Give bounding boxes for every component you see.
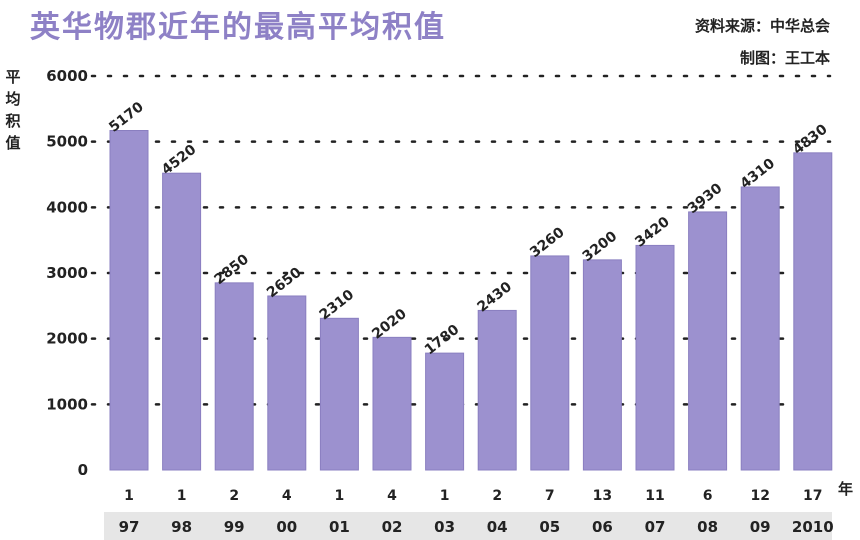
x-tick-label: 01 bbox=[329, 518, 350, 536]
y-tick-label: 4000 bbox=[46, 198, 88, 216]
x-rank-label: 2 bbox=[229, 488, 239, 504]
y-tick-label: 0 bbox=[78, 461, 88, 479]
x-axis-unit: 年 bbox=[838, 480, 854, 498]
x-rank-label: 13 bbox=[593, 488, 612, 504]
bar bbox=[793, 152, 833, 471]
y-tick-label: 5000 bbox=[46, 133, 88, 151]
bar bbox=[425, 352, 465, 471]
x-rank-label: 17 bbox=[803, 488, 822, 504]
x-tick-label: 99 bbox=[224, 518, 245, 536]
x-rank-label: 4 bbox=[282, 488, 292, 504]
bar bbox=[109, 130, 149, 471]
bar bbox=[530, 255, 570, 471]
bar bbox=[372, 336, 412, 471]
x-tick-label: 00 bbox=[276, 518, 297, 536]
x-rank-label: 1 bbox=[124, 488, 134, 504]
source-note: 资料来源：中华总会 制图：王工本 bbox=[695, 10, 830, 74]
x-rank-label: 11 bbox=[645, 488, 664, 504]
y-tick-label: 6000 bbox=[46, 67, 88, 85]
bar bbox=[162, 172, 202, 471]
bar bbox=[267, 295, 307, 471]
source-line-2: 制图：王工本 bbox=[739, 49, 830, 67]
y-tick-label: 2000 bbox=[46, 330, 88, 348]
bar bbox=[214, 282, 254, 471]
x-rank-label: 12 bbox=[750, 488, 769, 504]
x-tick-label: 08 bbox=[697, 518, 718, 536]
x-rank-label: 4 bbox=[387, 488, 397, 504]
x-tick-label: 2010 bbox=[792, 518, 834, 536]
x-tick-label: 02 bbox=[382, 518, 403, 536]
y-axis-label: 平均积值 bbox=[5, 68, 21, 152]
x-tick-label: 97 bbox=[119, 518, 140, 536]
chart-title: 英华物郡近年的最高平均积值 bbox=[30, 10, 446, 45]
x-rank-label: 2 bbox=[492, 488, 502, 504]
x-rank-label: 6 bbox=[703, 488, 713, 504]
bar bbox=[740, 186, 780, 471]
y-tick-label: 1000 bbox=[46, 395, 88, 413]
bar bbox=[688, 211, 728, 471]
x-axis-band bbox=[104, 512, 832, 540]
source-line-1: 资料来源：中华总会 bbox=[694, 17, 830, 35]
bar bbox=[635, 244, 675, 471]
x-tick-label: 07 bbox=[645, 518, 666, 536]
x-tick-label: 06 bbox=[592, 518, 613, 536]
bar bbox=[319, 317, 359, 471]
bar bbox=[582, 259, 622, 471]
x-tick-label: 03 bbox=[434, 518, 455, 536]
x-tick-label: 98 bbox=[171, 518, 192, 536]
x-rank-label: 1 bbox=[177, 488, 187, 504]
x-rank-label: 7 bbox=[545, 488, 555, 504]
bar bbox=[477, 309, 517, 471]
x-tick-label: 04 bbox=[487, 518, 508, 536]
x-tick-label: 05 bbox=[539, 518, 560, 536]
x-rank-label: 1 bbox=[440, 488, 450, 504]
x-tick-label: 09 bbox=[750, 518, 771, 536]
x-rank-label: 1 bbox=[335, 488, 345, 504]
y-tick-label: 3000 bbox=[46, 264, 88, 282]
